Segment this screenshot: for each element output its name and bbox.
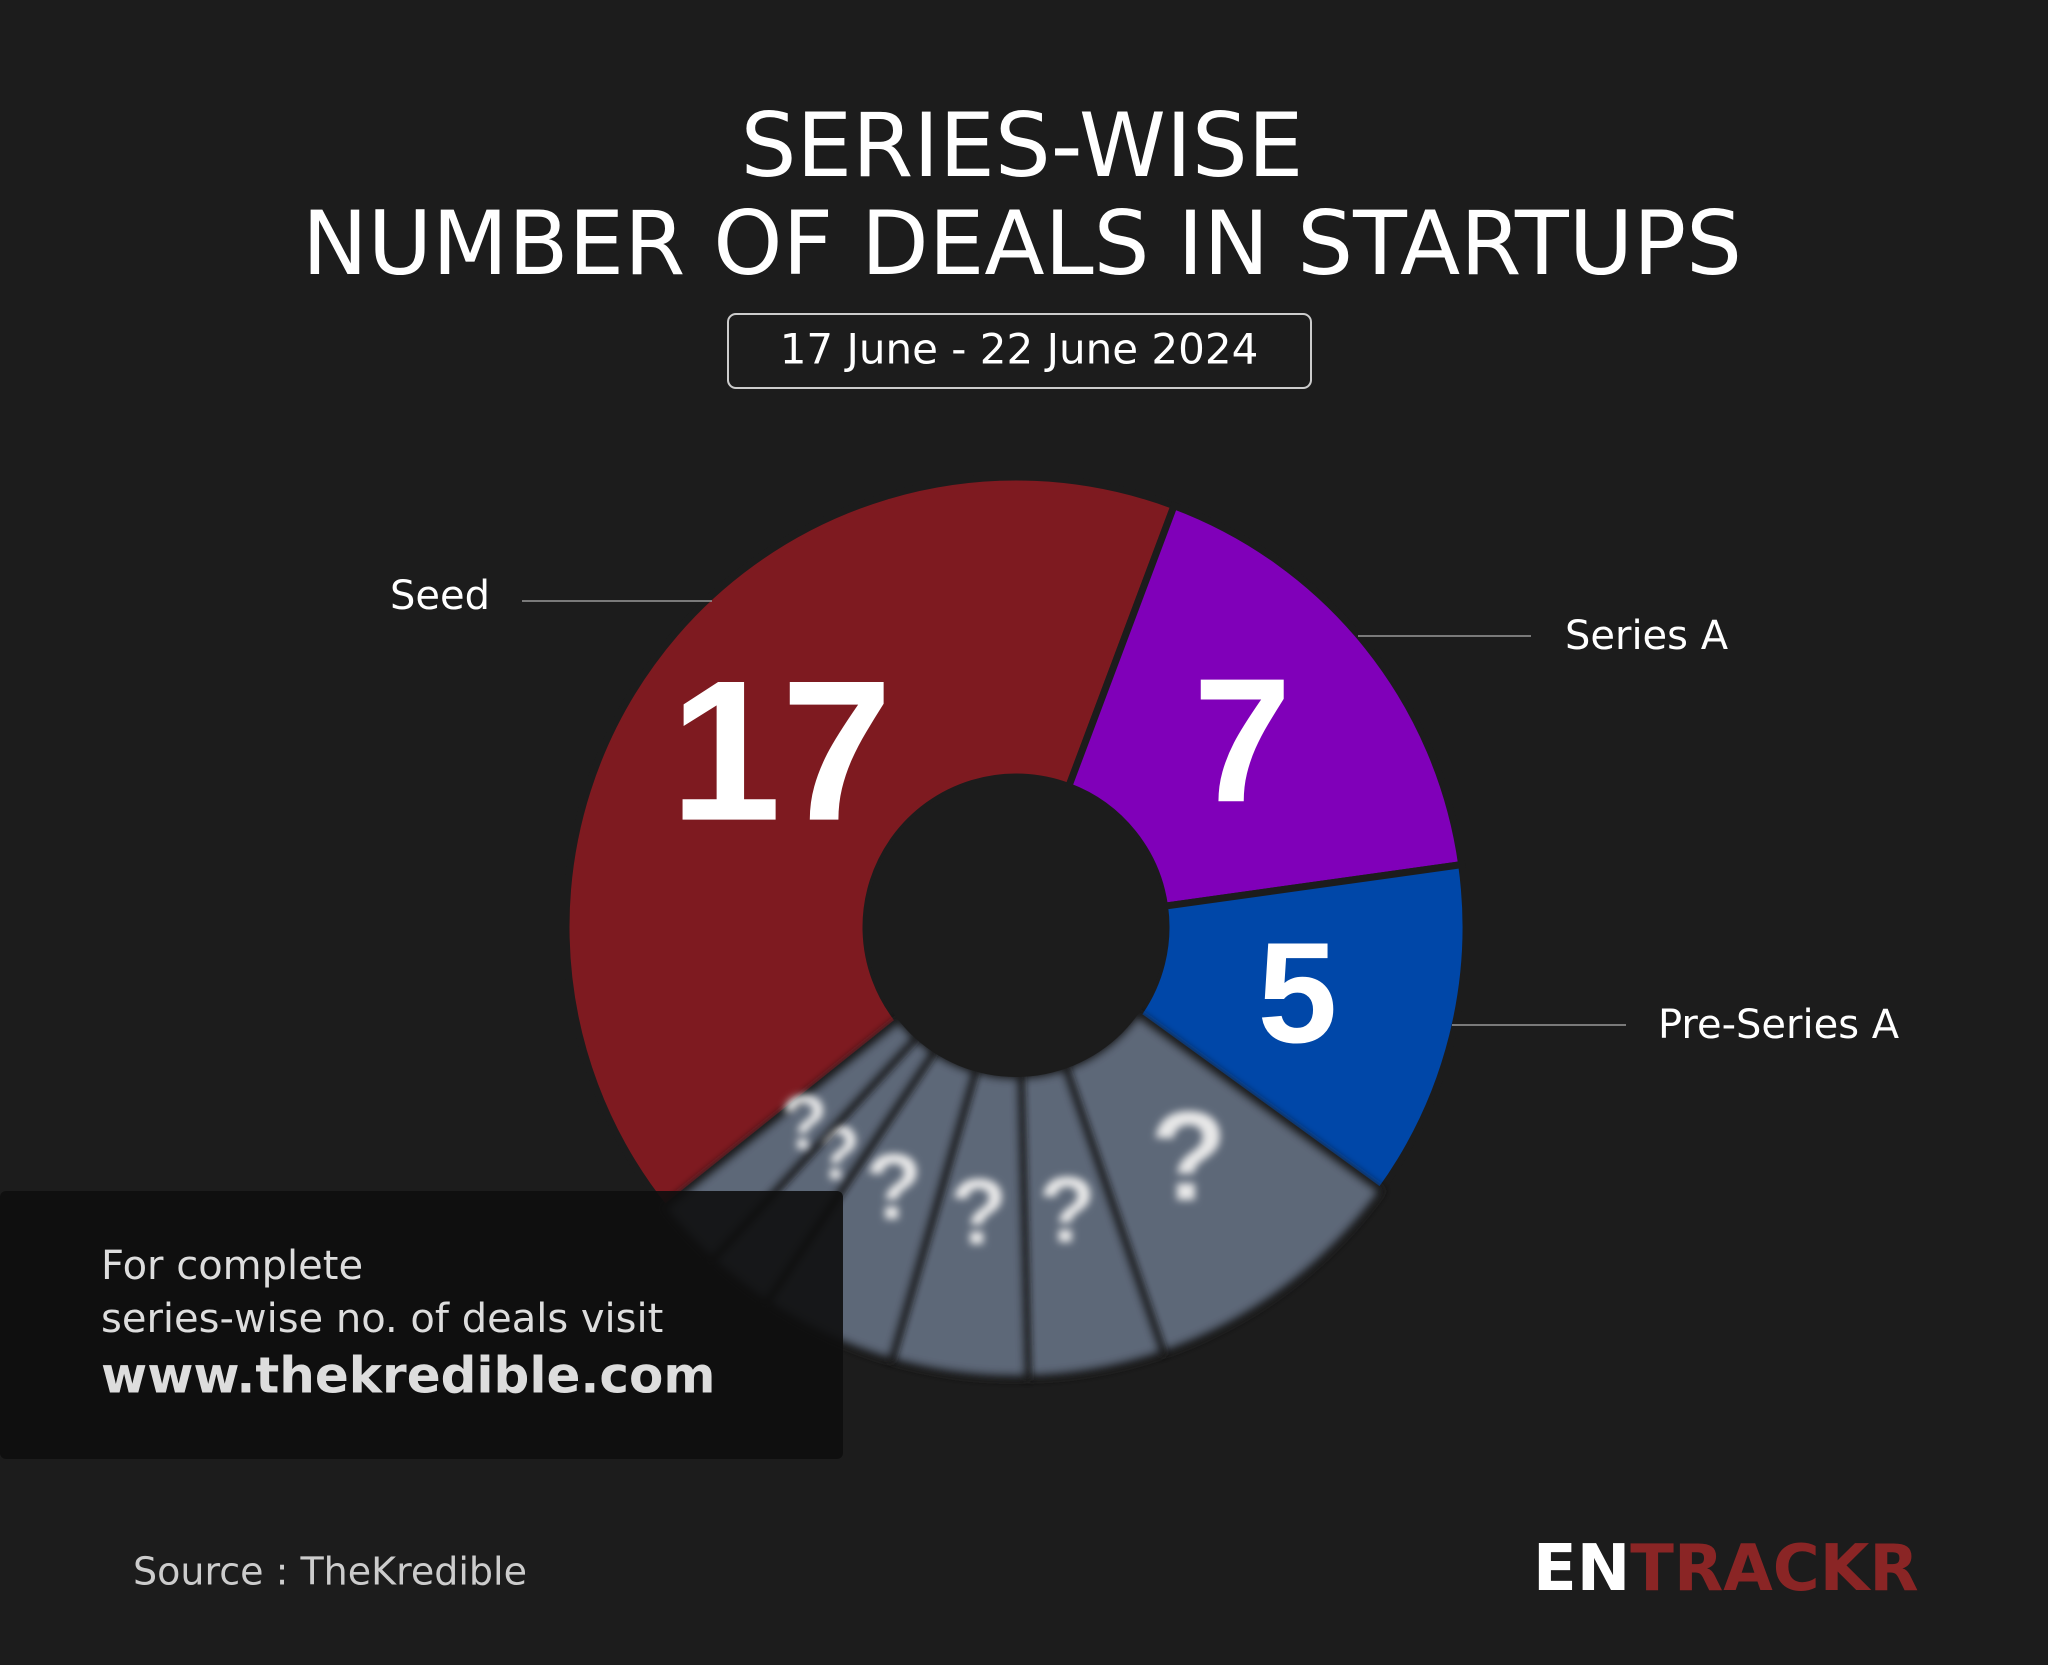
chart-title: NUMBER OF DEALS IN STARTUPS (302, 192, 1742, 295)
source: Source : TheKredible (133, 1550, 527, 1594)
value-label: 17 (670, 640, 892, 863)
note-link[interactable]: www.thekredible.com (101, 1347, 715, 1405)
donut-hole (866, 777, 1166, 1077)
note-text: series-wise no. of deals visit (101, 1296, 663, 1342)
value-label: ? (781, 1081, 828, 1166)
value-label: ? (1150, 1085, 1227, 1227)
note-box (0, 1191, 843, 1459)
note-text: For complete (101, 1243, 363, 1289)
category-label: Seed (390, 573, 490, 619)
value-label: ? (950, 1159, 1007, 1264)
value-label: ? (1039, 1157, 1096, 1262)
logo-part: TRACKR (1630, 1532, 1918, 1606)
logo-part: EN (1533, 1532, 1630, 1606)
category-label: Series A (1565, 613, 1729, 659)
logo: ENTRACKR (1533, 1532, 1919, 1606)
value-label: 7 (1193, 642, 1291, 839)
value-label: 5 (1258, 913, 1338, 1073)
subtitle: 17 June - 22 June 2024 (780, 325, 1259, 374)
chart-title: SERIES-WISE (741, 94, 1304, 197)
value-label: ? (865, 1134, 922, 1239)
subtitle-box (727, 313, 1312, 389)
category-label: Pre-Series A (1658, 1002, 1900, 1048)
